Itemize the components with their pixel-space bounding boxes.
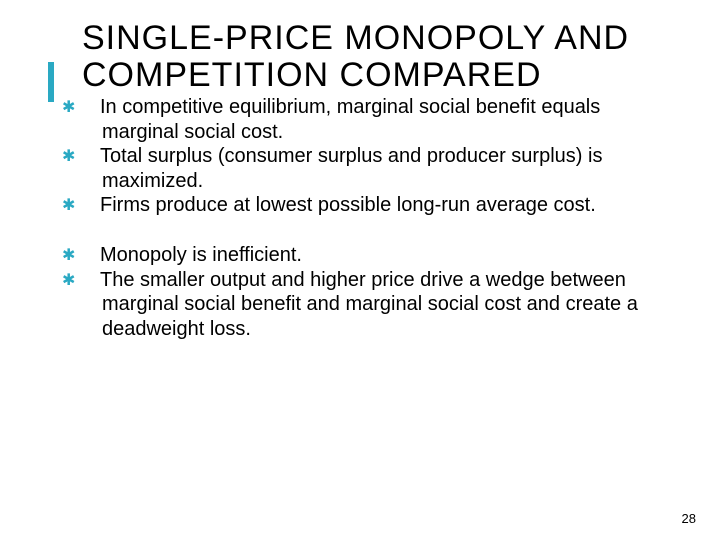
bullet-text: In competitive equilibrium, marginal soc… [100,96,600,142]
bullet-item: ✱Firms produce at lowest possible long-r… [82,193,642,217]
slide-title: SINGLE-PRICE MONOPOLY AND COMPETITION CO… [82,20,660,93]
bullet-text: Total surplus (consumer surplus and prod… [100,145,602,191]
bullet-item: ✱In competitive equilibrium, marginal so… [82,95,642,144]
bullet-text: The smaller output and higher price driv… [100,269,638,340]
bullet-icon: ✱ [82,98,100,118]
bullet-group-2: ✱Monopoly is inefficient. ✱The smaller o… [82,243,642,341]
bullet-icon: ✱ [82,196,100,216]
bullet-icon: ✱ [82,271,100,291]
bullet-text: Firms produce at lowest possible long-ru… [100,194,596,216]
slide: SINGLE-PRICE MONOPOLY AND COMPETITION CO… [0,0,720,540]
bullet-text: Monopoly is inefficient. [100,244,302,266]
bullet-item: ✱Total surplus (consumer surplus and pro… [82,144,642,193]
bullet-group-1: ✱In competitive equilibrium, marginal so… [82,95,642,217]
title-accent-bar [48,62,54,102]
bullet-item: ✱Monopoly is inefficient. [82,243,642,267]
slide-content: ✱In competitive equilibrium, marginal so… [82,95,642,341]
bullet-icon: ✱ [82,246,100,266]
bullet-item: ✱The smaller output and higher price dri… [82,268,642,341]
bullet-icon: ✱ [82,147,100,167]
page-number: 28 [682,511,696,526]
